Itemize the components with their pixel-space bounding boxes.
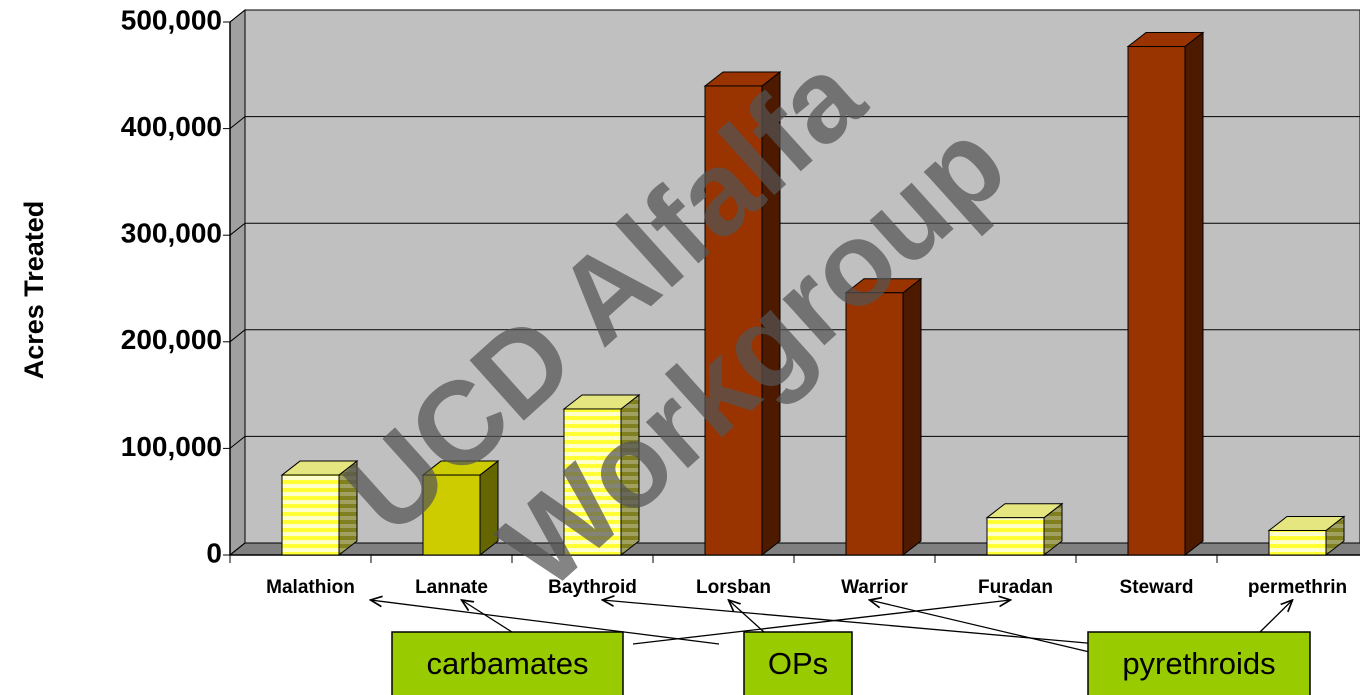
bar-front — [1127, 46, 1186, 556]
bar-side — [902, 277, 922, 557]
bar — [1126, 31, 1205, 557]
bar-front — [845, 292, 904, 556]
x-tick-label: Warrior — [841, 577, 908, 598]
plot-area — [223, 8, 1360, 563]
bar-front — [563, 408, 622, 556]
annotation-arrow — [371, 600, 720, 645]
bar — [421, 460, 500, 557]
annotation-text: OPs — [768, 646, 828, 681]
bar-front — [1268, 529, 1327, 556]
annotation-arrow — [1259, 600, 1293, 633]
bar-front — [281, 474, 340, 556]
y-tick-label: 500,000 — [121, 4, 222, 35]
bar — [562, 393, 641, 557]
annotation-box — [743, 631, 853, 695]
bar — [1267, 515, 1346, 557]
bar — [985, 502, 1064, 557]
x-tick-label: Furadan — [978, 577, 1053, 598]
bar — [280, 460, 359, 557]
bar — [703, 70, 782, 557]
annotation-text: carbamates — [427, 646, 589, 681]
grid-line — [229, 329, 1360, 343]
bar-side — [1184, 31, 1204, 557]
bar-front — [986, 517, 1045, 556]
x-tick-label: Lorsban — [696, 577, 771, 598]
x-tick-label: Lannate — [415, 577, 488, 598]
y-tick-label: 100,000 — [121, 431, 222, 462]
bar — [844, 277, 923, 557]
annotation-arrow — [603, 600, 1099, 645]
annotation-box — [391, 631, 624, 695]
x-tick-label: Malathion — [266, 577, 355, 598]
y-tick-label: 0 — [206, 537, 222, 568]
grid-line — [229, 435, 1360, 449]
x-tick-label: permethrin — [1248, 577, 1347, 598]
annotation-text: pyrethroids — [1122, 646, 1275, 681]
bar-front — [422, 474, 481, 556]
annotation-arrow — [632, 600, 1011, 645]
grid-line — [229, 222, 1360, 236]
annotation-arrow — [729, 600, 765, 633]
annotation-arrow — [462, 600, 513, 633]
x-tick-label: Steward — [1120, 577, 1194, 598]
y-tick-label: 300,000 — [121, 218, 222, 249]
annotation-arrow — [870, 600, 1099, 655]
grid-line — [229, 9, 1360, 23]
x-tick-label: Baythroid — [548, 577, 637, 598]
annotation-box — [1087, 631, 1311, 695]
grid-line — [229, 116, 1360, 129]
bar-front — [704, 85, 763, 556]
y-axis-title: Acres Treated — [19, 201, 49, 380]
side-wall — [229, 8, 246, 557]
y-tick-label: 200,000 — [121, 324, 222, 355]
y-tick-label: 400,000 — [121, 111, 222, 142]
